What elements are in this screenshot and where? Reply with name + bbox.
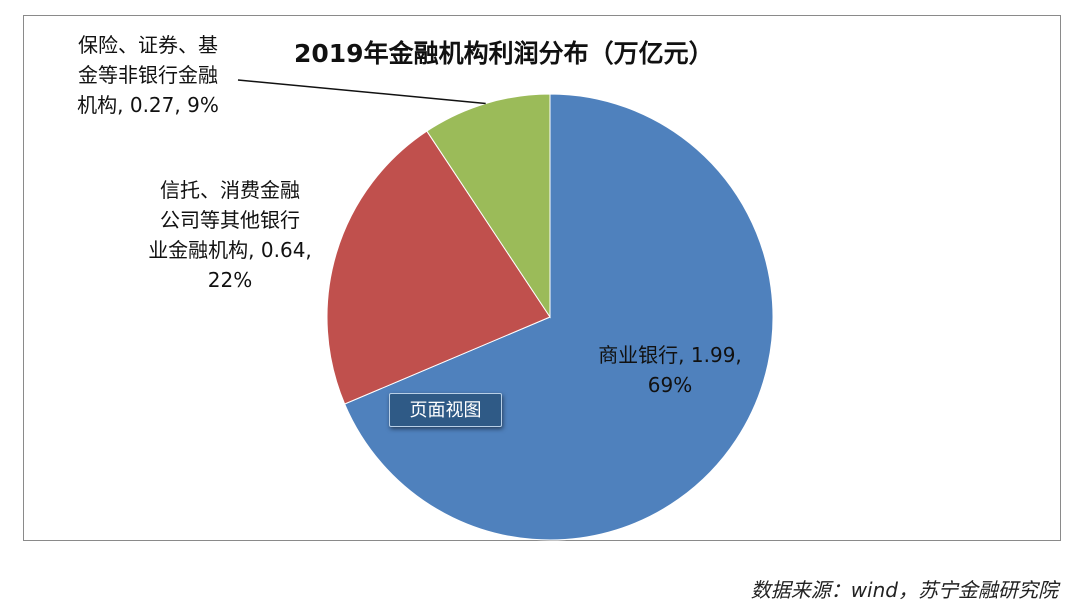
- label-line: 22%: [207, 268, 253, 292]
- label-line: 公司等其他银行: [160, 208, 300, 232]
- label-line: 商业银行, 1.99,: [598, 343, 742, 367]
- source-note: 数据来源：wind，苏宁金融研究院: [750, 578, 1058, 602]
- label-line: 69%: [647, 373, 693, 397]
- pie-slice-non-bank: [426, 93, 551, 319]
- pie-slice-commercial-banks: [344, 93, 774, 541]
- label-line: 信托、消费金融: [160, 178, 300, 202]
- chart-title: 2019年金融机构利润分布（万亿元）: [294, 39, 714, 68]
- label-line: 保险、证券、基: [78, 33, 218, 57]
- label-line: 机构, 0.27, 9%: [77, 93, 219, 117]
- slice-label-other-banking: 信托、消费金融 公司等其他银行 业金融机构, 0.64, 22%: [130, 175, 330, 295]
- label-line: 业金融机构, 0.64,: [148, 238, 312, 262]
- slice-label-commercial-banks: 商业银行, 1.99, 69%: [575, 340, 765, 400]
- slice-label-non-bank: 保险、证券、基 金等非银行金融 机构, 0.27, 9%: [48, 30, 248, 120]
- leader-line: [237, 79, 486, 105]
- page-view-badge[interactable]: 页面视图: [389, 393, 502, 427]
- pie-slice-other-banking: [326, 130, 551, 405]
- label-line: 金等非银行金融: [78, 63, 218, 87]
